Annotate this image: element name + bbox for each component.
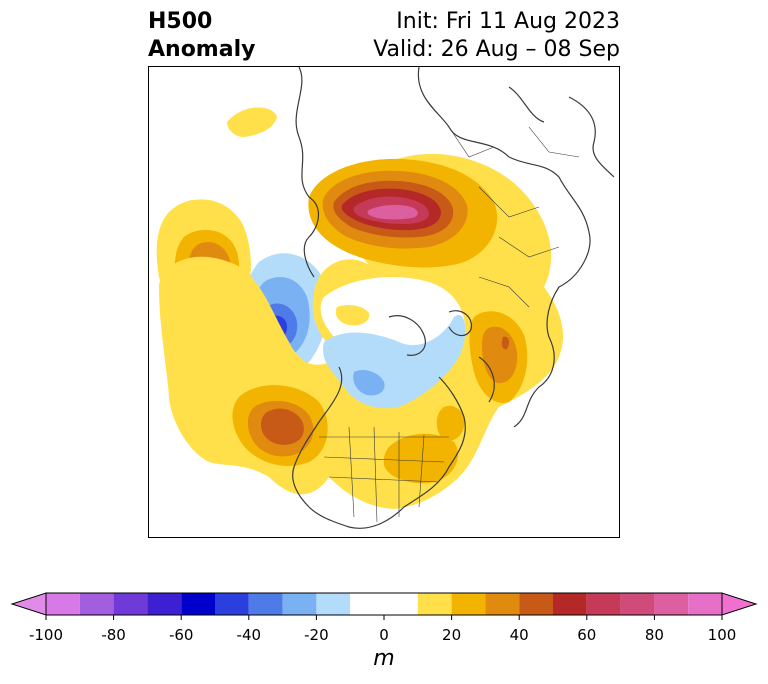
- colorbar-segment: [282, 593, 317, 615]
- colorbar-segment: [147, 593, 182, 615]
- colorbar-segment: [46, 593, 80, 615]
- anomaly-atlantic-small: [436, 405, 465, 441]
- colorbar-segment: [620, 593, 655, 615]
- title-block-left: H500 Anomaly: [148, 8, 255, 64]
- colorbar-segment: [654, 593, 689, 615]
- init-date: Init: Fri 11 Aug 2023: [396, 9, 620, 34]
- colorbar-tick-label: -80: [101, 626, 126, 644]
- colorbar-segment: [316, 593, 351, 615]
- colorbar-segment: [417, 593, 452, 615]
- anomaly-canada-low: [323, 315, 466, 409]
- colorbar-tick-label: 40: [509, 626, 529, 644]
- anomaly-eastus-high: [383, 433, 458, 484]
- political-borders: [319, 126, 580, 523]
- map-svg: [156, 67, 615, 529]
- colorbar-segment: [485, 593, 520, 615]
- colorbar-unit: m: [373, 646, 395, 671]
- title-type: Anomaly: [148, 37, 256, 62]
- colorbar-tick-label: -20: [304, 626, 329, 644]
- colorbar-segment: [688, 593, 722, 615]
- colorbar-tick-label: 0: [379, 626, 389, 644]
- colorbar: [10, 592, 758, 620]
- colorbar-extend-low: [10, 592, 47, 616]
- colorbar-extend-high: [721, 592, 758, 616]
- colorbar-segment: [215, 593, 249, 615]
- anomaly-eastpac-high: [232, 385, 328, 466]
- anomaly-map: [148, 66, 620, 538]
- title-block-right: Init: Fri 11 Aug 2023 Valid: 26 Aug – 08…: [373, 8, 620, 64]
- colorbar-segment: [79, 593, 114, 615]
- colorbar-segment: [350, 593, 418, 615]
- title-variable: H500: [148, 9, 213, 34]
- anomaly-siberia-high: [308, 158, 498, 268]
- continent-outlines: [292, 67, 615, 529]
- colorbar-segment: [553, 593, 587, 615]
- colorbar-tick-label: 100: [707, 626, 737, 644]
- colorbar-tick-label: -40: [236, 626, 262, 644]
- colorbar-segment: [451, 593, 486, 615]
- anomaly-small-center: [335, 305, 370, 326]
- colorbar-ticks: [45, 615, 723, 620]
- valid-period: Valid: 26 Aug – 08 Sep: [373, 37, 620, 62]
- colorbar-tick-label: -100: [28, 626, 64, 644]
- colorbar-segments: [46, 593, 722, 615]
- anomaly-small-nw: [227, 107, 277, 137]
- colorbar-segment: [113, 593, 148, 615]
- colorbar-segment: [181, 593, 215, 615]
- colorbar-segment: [586, 593, 621, 615]
- colorbar-tick-label: 60: [577, 626, 597, 644]
- colorbar-segment: [519, 593, 553, 615]
- colorbar-tick-label: 20: [442, 626, 462, 644]
- colorbar-tick-label: -60: [168, 626, 194, 644]
- colorbar-segment: [248, 593, 283, 615]
- colorbar-tick-label: 80: [644, 626, 664, 644]
